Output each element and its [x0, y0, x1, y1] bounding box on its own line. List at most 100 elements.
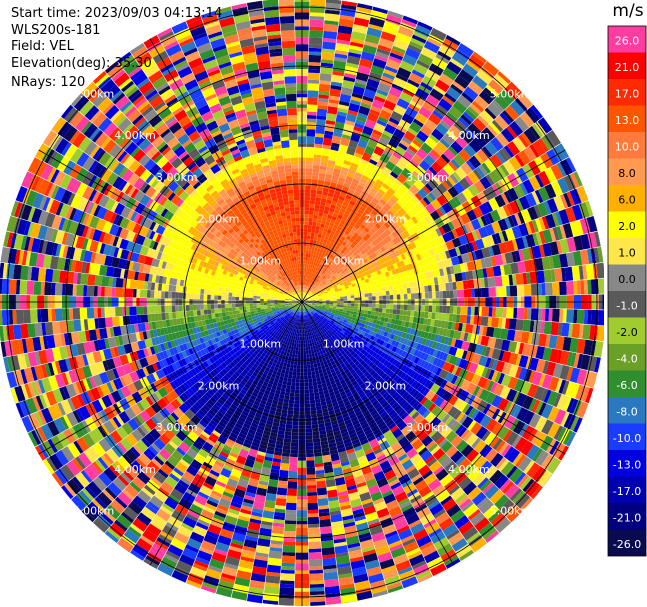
velocity-gate [442, 190, 454, 202]
velocity-gate [304, 302, 309, 305]
velocity-gate [569, 398, 579, 414]
velocity-gate [374, 333, 380, 339]
velocity-gate [523, 308, 528, 320]
velocity-gate [495, 232, 502, 244]
velocity-gate [302, 329, 305, 334]
velocity-gate [476, 69, 493, 85]
velocity-gate [413, 63, 429, 76]
velocity-gate [377, 44, 392, 53]
velocity-gate [350, 132, 361, 143]
velocity-gate [346, 290, 351, 294]
velocity-gate [354, 303, 359, 307]
velocity-gate [396, 304, 401, 310]
velocity-gate [304, 285, 306, 289]
velocity-gate [313, 363, 318, 368]
velocity-gate [413, 349, 420, 357]
velocity-gate [306, 289, 309, 294]
velocity-gate [315, 289, 320, 293]
velocity-gate [576, 338, 586, 354]
velocity-gate [335, 42, 350, 49]
velocity-gate [399, 91, 413, 104]
velocity-gate [425, 194, 434, 204]
velocity-gate [386, 210, 394, 218]
velocity-gate [434, 342, 441, 351]
velocity-gate [518, 249, 525, 262]
velocity-gate [396, 273, 402, 279]
velocity-gate [418, 259, 424, 267]
velocity-gate [475, 206, 484, 217]
velocity-gate [467, 252, 474, 262]
velocity-gate [368, 254, 374, 260]
velocity-gate [501, 253, 507, 265]
velocity-gate [312, 381, 318, 386]
velocity-gate [519, 182, 529, 196]
velocity-gate [336, 242, 342, 248]
velocity-gate [338, 144, 348, 154]
velocity-gate [303, 347, 306, 351]
velocity-gate [431, 255, 438, 263]
velocity-gate [322, 275, 326, 280]
velocity-gate [353, 126, 364, 133]
velocity-gate [309, 12, 325, 17]
velocity-gate [333, 297, 337, 300]
velocity-gate [510, 214, 519, 227]
velocity-gate [384, 65, 398, 74]
velocity-gate [334, 49, 349, 56]
velocity-gate [342, 163, 351, 170]
velocity-gate [318, 306, 322, 309]
velocity-gate [302, 292, 304, 296]
velocity-gate [528, 344, 539, 358]
velocity-gate [293, 361, 298, 365]
velocity-gate [305, 421, 312, 426]
velocity-gate [442, 305, 447, 314]
velocity-gate [351, 316, 356, 321]
velocity-gate [529, 144, 540, 158]
velocity-gate [569, 433, 577, 447]
velocity-gate [438, 235, 446, 244]
velocity-gate [368, 277, 373, 282]
velocity-gate [418, 174, 430, 186]
velocity-gate [383, 222, 391, 229]
velocity-gate [528, 398, 537, 412]
velocity-gate [323, 465, 334, 474]
velocity-gate [491, 221, 502, 234]
velocity-gate [432, 146, 443, 156]
velocity-gate [418, 323, 424, 331]
velocity-gate [336, 302, 341, 305]
velocity-gate [308, 279, 312, 283]
velocity-gate [312, 438, 321, 443]
velocity-gate [451, 321, 456, 331]
velocity-gate [416, 211, 424, 220]
velocity-gate [310, 288, 314, 292]
velocity-gate [311, 299, 316, 301]
velocity-gate [311, 424, 319, 429]
velocity-gate [330, 238, 336, 244]
velocity-gate [389, 294, 394, 300]
velocity-gate [388, 344, 395, 351]
velocity-gate [375, 92, 387, 100]
velocity-gate [307, 495, 318, 504]
velocity-gate [463, 288, 472, 298]
velocity-gate [368, 248, 375, 255]
velocity-gate [339, 244, 345, 250]
velocity-gate [355, 248, 361, 255]
velocity-gate [548, 308, 553, 322]
velocity-gate [382, 256, 388, 263]
velocity-gate [392, 289, 397, 295]
velocity-gate [432, 270, 438, 278]
velocity-gate [573, 280, 578, 295]
velocity-gate [551, 212, 560, 227]
velocity-gate [320, 290, 324, 294]
velocity-gate [311, 298, 316, 301]
velocity-gate [387, 280, 392, 286]
velocity-gate [291, 375, 297, 380]
velocity-gate [308, 378, 313, 383]
velocity-gate [432, 326, 438, 334]
velocity-gate [536, 270, 545, 284]
velocity-gate [296, 340, 299, 344]
velocity-gate [364, 321, 370, 326]
velocity-gate [403, 130, 416, 142]
velocity-gate [307, 260, 310, 265]
velocity-gate [349, 41, 364, 48]
velocity-gate [314, 306, 319, 309]
